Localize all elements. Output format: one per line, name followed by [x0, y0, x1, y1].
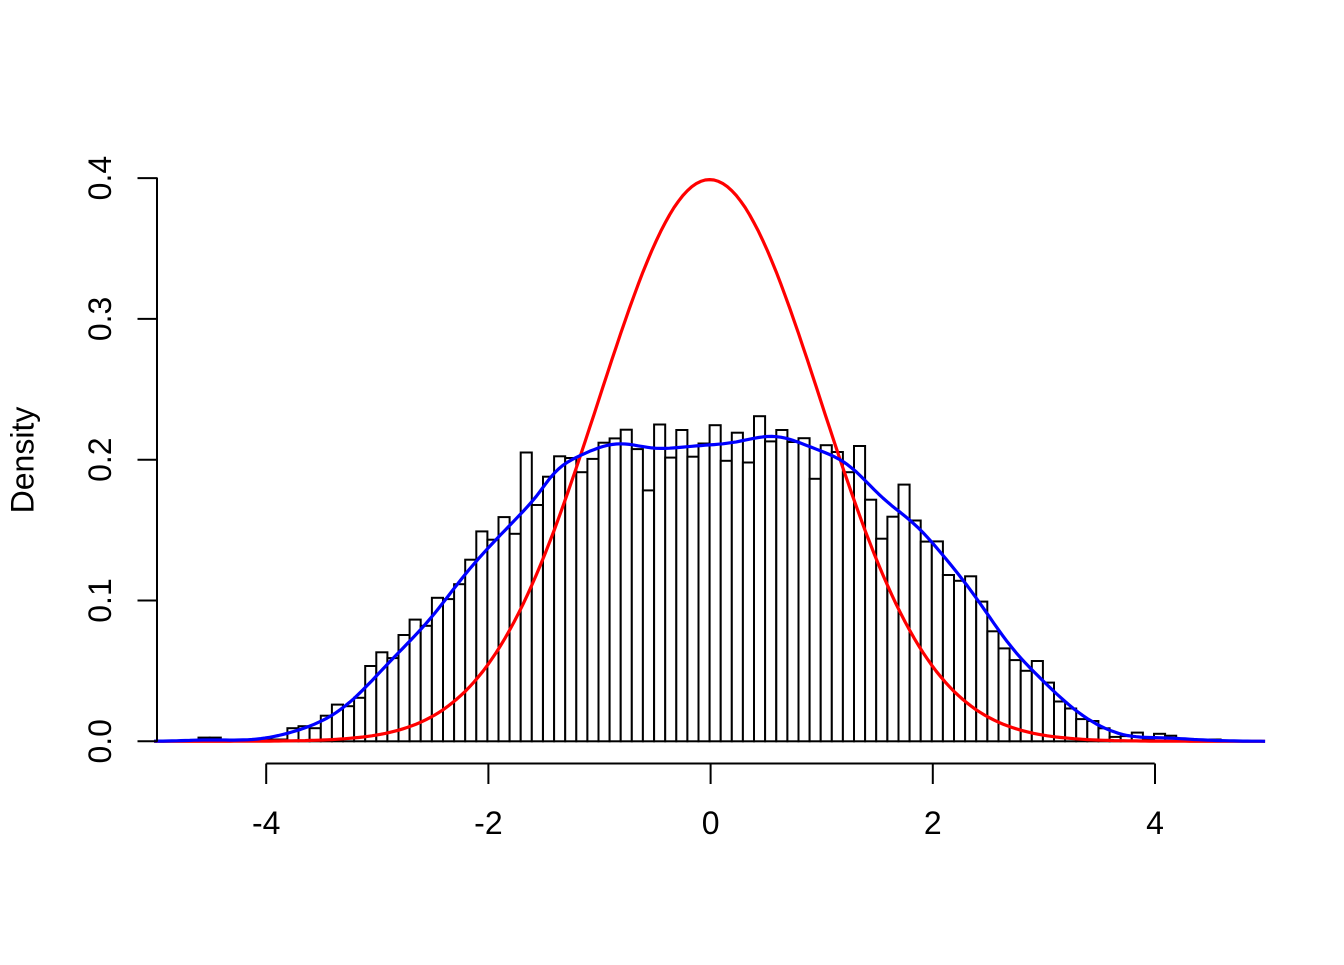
svg-text:0.3: 0.3	[82, 297, 118, 341]
svg-text:Density: Density	[5, 407, 41, 514]
svg-text:-4: -4	[252, 805, 280, 841]
svg-text:4: 4	[1146, 805, 1164, 841]
svg-text:-2: -2	[474, 805, 502, 841]
svg-text:0.2: 0.2	[82, 437, 118, 481]
svg-text:0.0: 0.0	[82, 719, 118, 763]
svg-text:0: 0	[702, 805, 720, 841]
svg-text:0.1: 0.1	[82, 578, 118, 622]
svg-text:0.4: 0.4	[82, 156, 118, 200]
svg-text:2: 2	[924, 805, 942, 841]
